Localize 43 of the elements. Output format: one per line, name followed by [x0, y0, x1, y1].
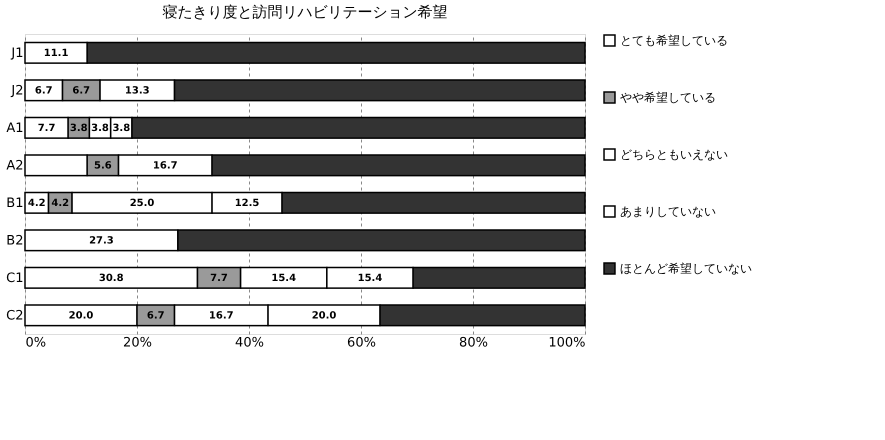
data-label: 11.1 [44, 48, 68, 59]
data-label: 6.7 [72, 85, 90, 96]
data-label: 20.0 [68, 310, 94, 322]
x-tick-label: 20% [123, 336, 152, 350]
data-label: 7.7 [38, 122, 56, 134]
y-tick-label: C2 [6, 308, 24, 324]
data-label: 7.7 [210, 272, 228, 284]
data-label: 5.6 [94, 160, 112, 172]
x-tick-label: 60% [347, 336, 376, 350]
data-label: 15.4 [271, 272, 296, 284]
y-tick-label: A2 [6, 158, 24, 174]
data-label: 4.2 [28, 198, 46, 209]
data-label: 27.3 [89, 235, 114, 246]
legend-label: どちらともいえない [620, 148, 728, 162]
data-label: 16.7 [152, 160, 178, 172]
x-tick-label: 0% [26, 336, 46, 350]
legend-label: とても希望している [620, 34, 728, 48]
chart-title: 寝たきり度と訪問リハビリテーション希望 [162, 3, 448, 21]
x-tick-label: 40% [235, 336, 264, 350]
data-label: 13.3 [124, 85, 150, 96]
y-tick-label: C1 [6, 270, 24, 286]
data-label: 3.8 [91, 122, 109, 134]
x-tick-label: 80% [459, 336, 488, 350]
y-tick-label: A1 [6, 120, 24, 136]
data-label: 30.8 [98, 272, 124, 284]
x-tick-label: 100% [548, 336, 586, 350]
y-tick-label: B1 [6, 196, 24, 211]
legend-label: ほとんど希望していない [620, 262, 752, 276]
y-tick-label: J2 [10, 83, 24, 98]
data-label: 15.4 [358, 272, 382, 284]
data-label: 3.8 [112, 122, 130, 134]
data-label: 16.7 [208, 310, 234, 322]
y-tick-label: B2 [6, 233, 24, 248]
legend-label: あまりしていない [620, 204, 716, 218]
data-label: 6.7 [146, 310, 165, 322]
data-label: 25.0 [130, 198, 154, 209]
data-label: 20.0 [312, 310, 336, 322]
data-label: 4.2 [51, 198, 70, 209]
data-label: 6.7 [34, 85, 53, 96]
legend-label: やや希望している [620, 90, 716, 104]
data-label: 3.8 [70, 122, 88, 134]
y-tick-label: J1 [10, 46, 24, 61]
data-label: 12.5 [234, 198, 260, 209]
